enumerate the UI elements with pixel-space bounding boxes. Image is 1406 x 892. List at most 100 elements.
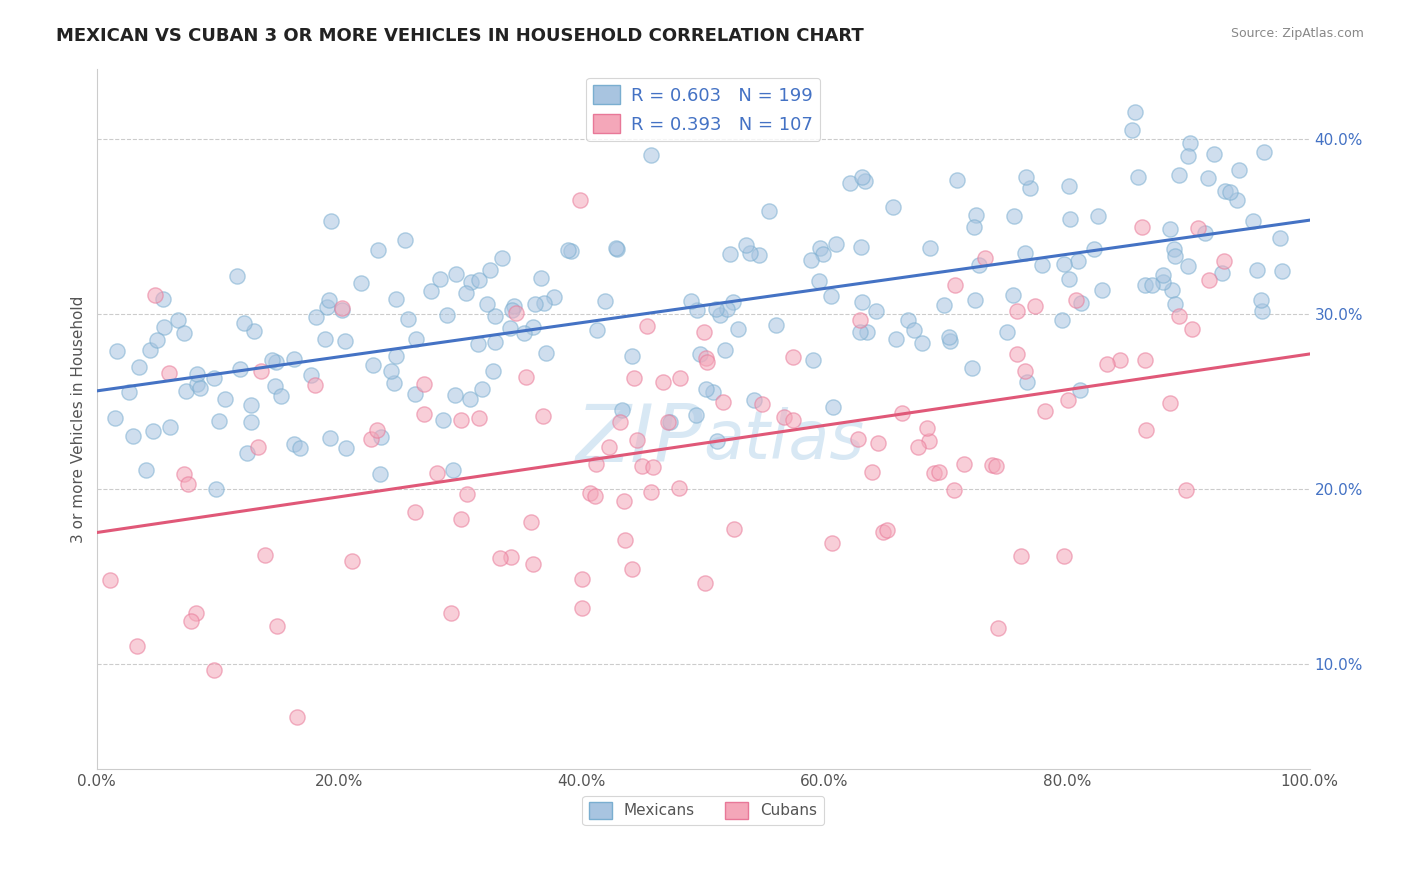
Point	[593, 294, 616, 309]
Point	[523, 297, 546, 311]
Point	[128, 359, 150, 374]
Point	[467, 411, 489, 425]
Point	[557, 243, 579, 257]
Point	[891, 406, 914, 420]
Point	[821, 536, 844, 550]
Point	[450, 413, 472, 427]
Point	[450, 512, 472, 526]
Point	[186, 377, 208, 392]
Point	[104, 411, 127, 425]
Point	[235, 446, 257, 460]
Point	[1128, 169, 1150, 184]
Point	[1005, 303, 1028, 318]
Point	[939, 334, 962, 348]
Point	[405, 332, 427, 346]
Point	[1130, 220, 1153, 235]
Point	[685, 408, 707, 422]
Point	[938, 330, 960, 344]
Point	[696, 355, 718, 369]
Point	[468, 273, 491, 287]
Point	[1250, 303, 1272, 318]
Point	[742, 393, 765, 408]
Point	[501, 550, 523, 565]
Point	[960, 361, 983, 376]
Point	[669, 370, 692, 384]
Point	[368, 467, 391, 481]
Point	[232, 316, 254, 330]
Point	[693, 326, 716, 340]
Point	[1250, 293, 1272, 307]
Point	[721, 295, 744, 310]
Point	[620, 349, 643, 363]
Point	[513, 326, 536, 341]
Point	[432, 413, 454, 427]
Point	[1270, 231, 1292, 245]
Point	[693, 576, 716, 591]
Point	[560, 244, 582, 259]
Point	[127, 639, 149, 653]
Point	[491, 252, 513, 266]
Point	[855, 325, 877, 339]
Point	[782, 413, 804, 427]
Point	[651, 375, 673, 389]
Point	[1015, 375, 1038, 389]
Point	[444, 267, 467, 281]
Point	[122, 429, 145, 443]
Point	[534, 345, 557, 359]
Point	[711, 395, 734, 409]
Point	[315, 301, 337, 315]
Point	[456, 487, 478, 501]
Point	[283, 436, 305, 450]
Point	[1164, 249, 1187, 263]
Point	[174, 384, 197, 398]
Point	[143, 288, 166, 302]
Point	[1064, 293, 1087, 308]
Point	[585, 458, 607, 472]
Point	[1226, 193, 1249, 207]
Point	[621, 562, 644, 576]
Point	[173, 326, 195, 340]
Point	[1177, 259, 1199, 273]
Point	[706, 434, 728, 448]
Point	[441, 463, 464, 477]
Point	[142, 425, 165, 439]
Point	[270, 389, 292, 403]
Point	[897, 313, 920, 327]
Point	[1002, 209, 1025, 223]
Point	[1070, 296, 1092, 310]
Point	[330, 301, 353, 315]
Point	[606, 242, 628, 256]
Point	[765, 318, 787, 332]
Point	[782, 350, 804, 364]
Point	[253, 548, 276, 562]
Point	[314, 332, 336, 346]
Point	[876, 524, 898, 538]
Point	[380, 364, 402, 378]
Point	[1133, 278, 1156, 293]
Point	[1159, 222, 1181, 236]
Point	[385, 292, 408, 306]
Point	[396, 311, 419, 326]
Point	[714, 343, 737, 358]
Point	[404, 386, 426, 401]
Point	[911, 335, 934, 350]
Point	[659, 415, 682, 429]
Point	[773, 409, 796, 424]
Point	[460, 275, 482, 289]
Point	[934, 298, 956, 312]
Point	[301, 368, 323, 383]
Point	[1067, 253, 1090, 268]
Point	[515, 369, 537, 384]
Point	[467, 337, 489, 351]
Point	[522, 557, 544, 571]
Point	[640, 148, 662, 162]
Point	[1168, 309, 1191, 323]
Point	[1161, 283, 1184, 297]
Point	[1168, 168, 1191, 182]
Point	[340, 554, 363, 568]
Point	[981, 458, 1004, 472]
Point	[1014, 364, 1036, 378]
Point	[505, 306, 527, 320]
Point	[1002, 287, 1025, 301]
Point	[157, 366, 180, 380]
